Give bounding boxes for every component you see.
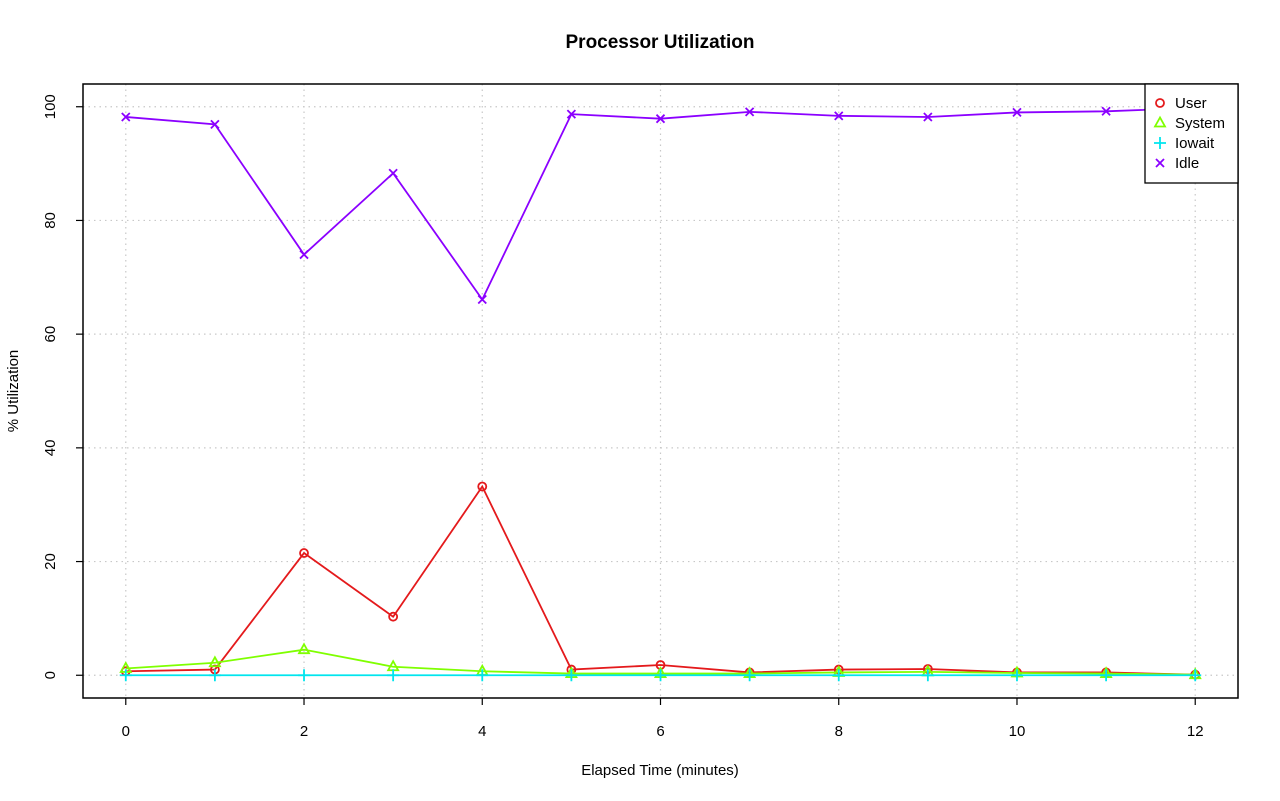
data-point-iowait	[1100, 669, 1113, 682]
chart-title: Processor Utilization	[566, 32, 755, 53]
data-point-idle	[210, 119, 220, 130]
data-point-idle	[477, 294, 487, 305]
data-point-iowait	[298, 669, 311, 682]
y-tick-label: 80	[42, 212, 59, 229]
data-point-iowait	[565, 669, 578, 682]
data-point-iowait	[476, 669, 489, 682]
data-point-iowait	[921, 669, 934, 682]
y-tick-label: 40	[42, 440, 59, 457]
x-tick-label: 6	[656, 723, 664, 740]
data-point-system	[297, 642, 311, 655]
series-line-idle	[125, 106, 1196, 302]
y-tick-label: 100	[42, 94, 59, 119]
series-layer	[119, 103, 1202, 682]
legend-label-user: User	[1175, 95, 1207, 112]
data-point-idle	[121, 112, 131, 122]
data-point-user	[477, 481, 488, 492]
plot-frame	[82, 83, 1239, 699]
data-point-iowait	[387, 669, 400, 682]
series-idle	[121, 103, 1200, 305]
data-point-iowait	[1189, 669, 1202, 682]
legend-label-iowait: Iowait	[1175, 135, 1215, 152]
x-tick-label: 10	[1009, 723, 1026, 740]
legend-marker-idle	[1155, 158, 1165, 168]
series-user	[120, 481, 1201, 680]
data-point-iowait	[1010, 669, 1023, 682]
y-axis-label: % Utilization	[5, 350, 22, 433]
data-point-idle	[388, 168, 398, 178]
legend-label-idle: Idle	[1175, 155, 1199, 172]
data-point-idle	[566, 109, 577, 119]
data-point-idle	[655, 114, 666, 124]
data-point-system	[208, 655, 222, 668]
legend-marker-iowait	[1154, 137, 1166, 149]
axes: 0 2 4 6 8 10 12 0 20 40 60 80 100	[42, 94, 1204, 740]
x-tick-label: 0	[122, 723, 130, 740]
x-tick-label: 2	[300, 723, 308, 740]
data-point-iowait	[119, 669, 132, 682]
legend-marker-user	[1155, 98, 1165, 108]
data-point-iowait	[832, 669, 845, 682]
data-point-iowait	[208, 669, 221, 682]
x-tick-label: 4	[478, 723, 486, 740]
data-point-idle	[1101, 106, 1111, 116]
x-axis-label: Elapsed Time (minutes)	[581, 762, 739, 779]
data-point-iowait	[743, 669, 756, 682]
y-tick-label: 20	[42, 553, 59, 570]
x-tick-label: 12	[1187, 723, 1204, 740]
legend: User System Iowait Idle	[1144, 83, 1239, 184]
series-iowait	[119, 669, 1202, 682]
legend-marker-system	[1153, 115, 1167, 128]
data-point-iowait	[654, 669, 667, 682]
data-point-idle	[834, 111, 844, 121]
y-tick-label: 60	[42, 326, 59, 343]
data-point-idle	[299, 249, 309, 260]
x-tick-label: 8	[835, 723, 843, 740]
data-point-idle	[923, 112, 933, 122]
data-point-user	[299, 548, 309, 558]
data-point-idle	[1012, 107, 1022, 118]
data-point-user	[388, 611, 399, 622]
legend-box	[1144, 83, 1239, 184]
data-point-system	[386, 659, 400, 672]
y-tick-label: 0	[42, 671, 59, 679]
data-point-idle	[744, 107, 755, 117]
legend-label-system: System	[1175, 115, 1225, 132]
grid-lines	[83, 84, 1238, 698]
